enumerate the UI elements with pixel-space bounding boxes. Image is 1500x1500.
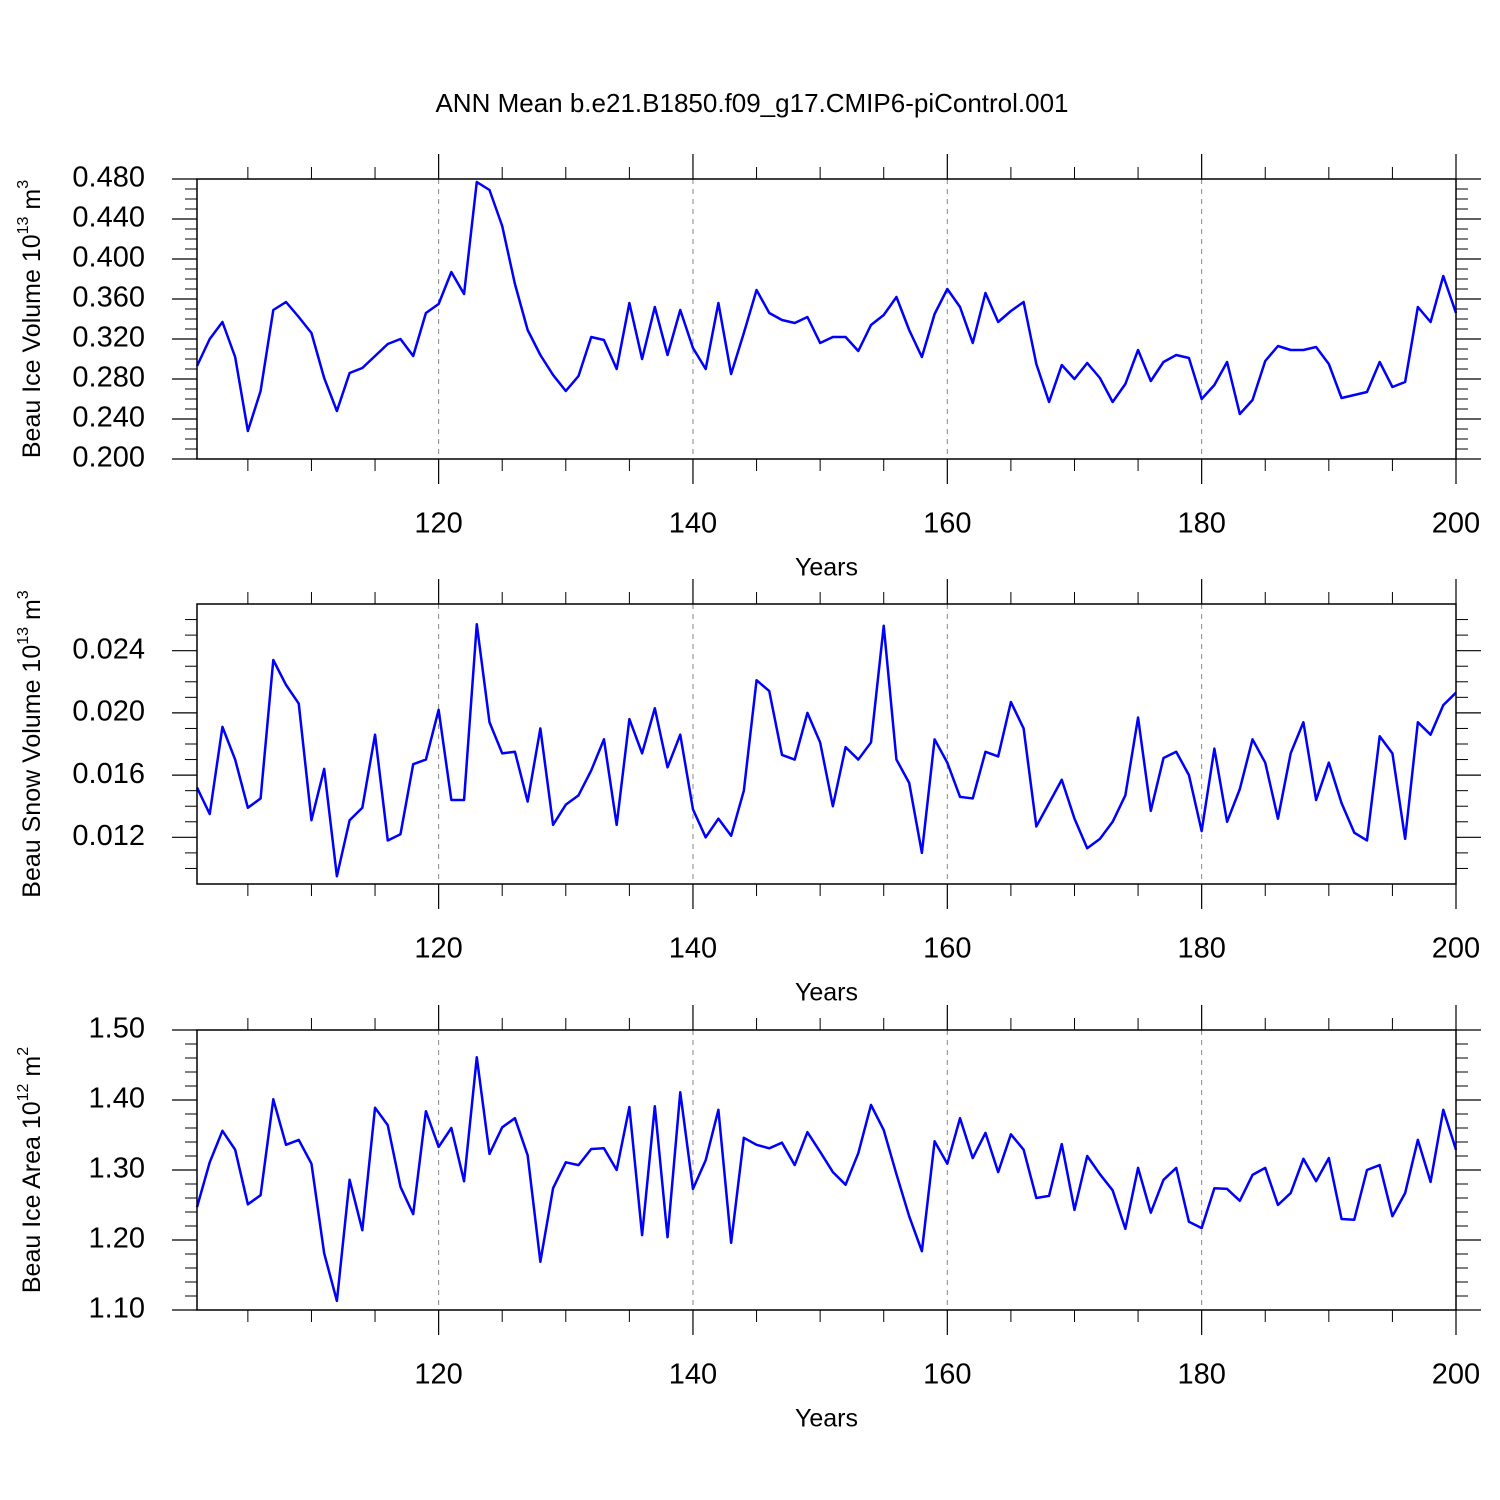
y-tick-label: 1.40: [89, 1083, 145, 1115]
y-axis-label-superscript: 2: [15, 1047, 32, 1056]
x-tick-label: 180: [1177, 1359, 1225, 1391]
y-tick-label: 1.20: [89, 1223, 145, 1255]
y-axis-label-superscript: 3: [15, 590, 32, 599]
y-tick-label: 0.320: [72, 322, 145, 354]
x-tick-label: 140: [669, 933, 717, 965]
y-axis-label-superscript: 3: [15, 180, 32, 189]
data-line: [195, 180, 1458, 433]
panel: 120 140 160 180 200 0.012 0.016 0.020 0.024 Years…: [15, 579, 1481, 1007]
plot-frame: [196, 178, 1457, 460]
x-axis-label: Years: [795, 979, 858, 1007]
data-line: [195, 1056, 1458, 1303]
figure-title: ANN Mean b.e21.B1850.f09_g17.CMIP6-piCon…: [435, 88, 1068, 118]
y-axis-label-part: m: [18, 189, 46, 217]
x-tick-label: 180: [1177, 508, 1225, 540]
y-tick-label: 1.30: [89, 1153, 145, 1185]
y-tick-label: 0.480: [72, 162, 145, 194]
y-tick-label: 0.280: [72, 362, 145, 394]
x-tick-label: 120: [414, 508, 462, 540]
y-axis-label-part: Beau Snow Volume 10: [18, 645, 46, 898]
y-tick-label: 0.020: [72, 696, 145, 728]
panel: 120 140 160 180 200 1.10 1.20 1.30 1.40 1.50 Years…: [15, 1005, 1481, 1433]
y-axis-label-superscript: 12: [15, 1083, 32, 1101]
y-axis-label-part: Beau Ice Area 10: [18, 1101, 46, 1293]
y-tick-label: 0.024: [72, 633, 145, 665]
y-tick-label: 0.360: [72, 282, 145, 314]
y-tick-label: 0.200: [72, 442, 145, 474]
x-tick-label: 120: [414, 1359, 462, 1391]
y-axis-label: Beau Snow Volume 1013 m3: [15, 590, 46, 898]
y-tick-label: 0.012: [72, 820, 145, 852]
y-axis-label: Beau Ice Volume 1013 m3: [15, 180, 46, 458]
x-tick-label: 180: [1177, 933, 1225, 965]
x-tick-label: 120: [414, 933, 462, 965]
y-axis-label-part: m: [18, 599, 46, 627]
plot-frame: [196, 1029, 1457, 1311]
x-tick-label: 160: [923, 508, 971, 540]
x-tick-label: 140: [669, 1359, 717, 1391]
y-tick-label: 0.440: [72, 202, 145, 234]
x-tick-label: 200: [1432, 508, 1480, 540]
y-axis-label: Beau Ice Area 1012 m2: [15, 1047, 46, 1293]
y-tick-label: 0.400: [72, 242, 145, 274]
y-tick-label: 0.240: [72, 402, 145, 434]
y-axis-label-part: Beau Ice Volume 10: [18, 234, 46, 458]
y-axis-label-superscript: 13: [15, 216, 32, 234]
x-tick-label: 140: [669, 508, 717, 540]
x-tick-label: 160: [923, 1359, 971, 1391]
x-axis-label: Years: [795, 1405, 858, 1433]
y-tick-label: 1.50: [89, 1013, 145, 1045]
y-tick-label: 0.016: [72, 758, 145, 790]
y-axis-label-superscript: 13: [15, 627, 32, 645]
x-tick-label: 160: [923, 933, 971, 965]
plot-frame: [196, 603, 1457, 885]
x-tick-label: 200: [1432, 933, 1480, 965]
data-line: [195, 622, 1457, 878]
panel: 120 140 160 180 200 0.200 0.240 0.280 0.320 0.360…: [15, 154, 1481, 582]
y-tick-label: 1.10: [89, 1293, 145, 1325]
x-tick-label: 200: [1432, 1359, 1480, 1391]
x-axis-label: Years: [795, 554, 858, 582]
y-axis-label-part: m: [18, 1056, 46, 1084]
